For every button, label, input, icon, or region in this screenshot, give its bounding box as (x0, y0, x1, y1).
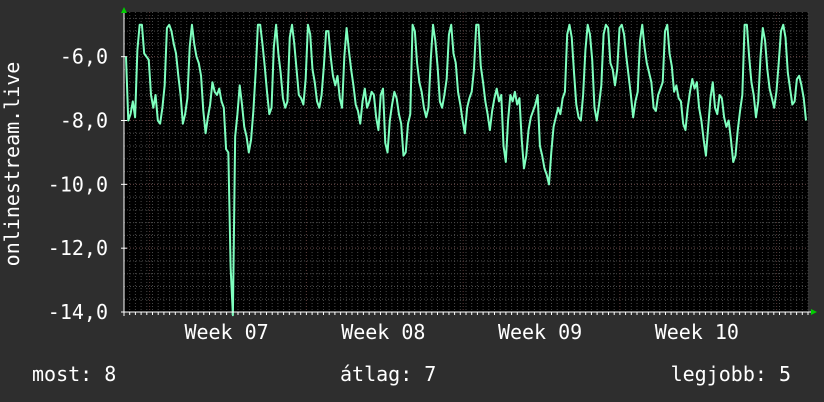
current-value: most: 8 (32, 362, 117, 386)
best-value: legjobb: 5 (670, 362, 791, 386)
x-axis-tick-labels: Week 07 Week 08 Week 09 Week 10 (184, 320, 739, 344)
series-line (125, 23, 807, 317)
y-tick-label: -6,0 (60, 45, 108, 69)
x-tick-label: Week 10 (655, 320, 739, 344)
y-axis-arrow (121, 7, 127, 13)
y-tick-label: -12,0 (48, 236, 108, 260)
y-axis-tick-labels: -14,0 -12,0 -10,0 -8,0 -6,0 (48, 45, 108, 324)
x-axis-arrow (811, 309, 817, 315)
x-tick-label: Week 08 (341, 320, 425, 344)
x-tick-label: Week 07 (184, 320, 268, 344)
y-tick-label: -14,0 (48, 300, 108, 324)
y-tick-label: -8,0 (60, 109, 108, 133)
average-value: átlag: 7 (340, 362, 437, 386)
y-tick-label: -10,0 (48, 172, 108, 196)
grid-minor (123, 12, 809, 313)
y-axis-label: onlinestream.live (0, 62, 24, 267)
x-tick-label: Week 09 (498, 320, 582, 344)
